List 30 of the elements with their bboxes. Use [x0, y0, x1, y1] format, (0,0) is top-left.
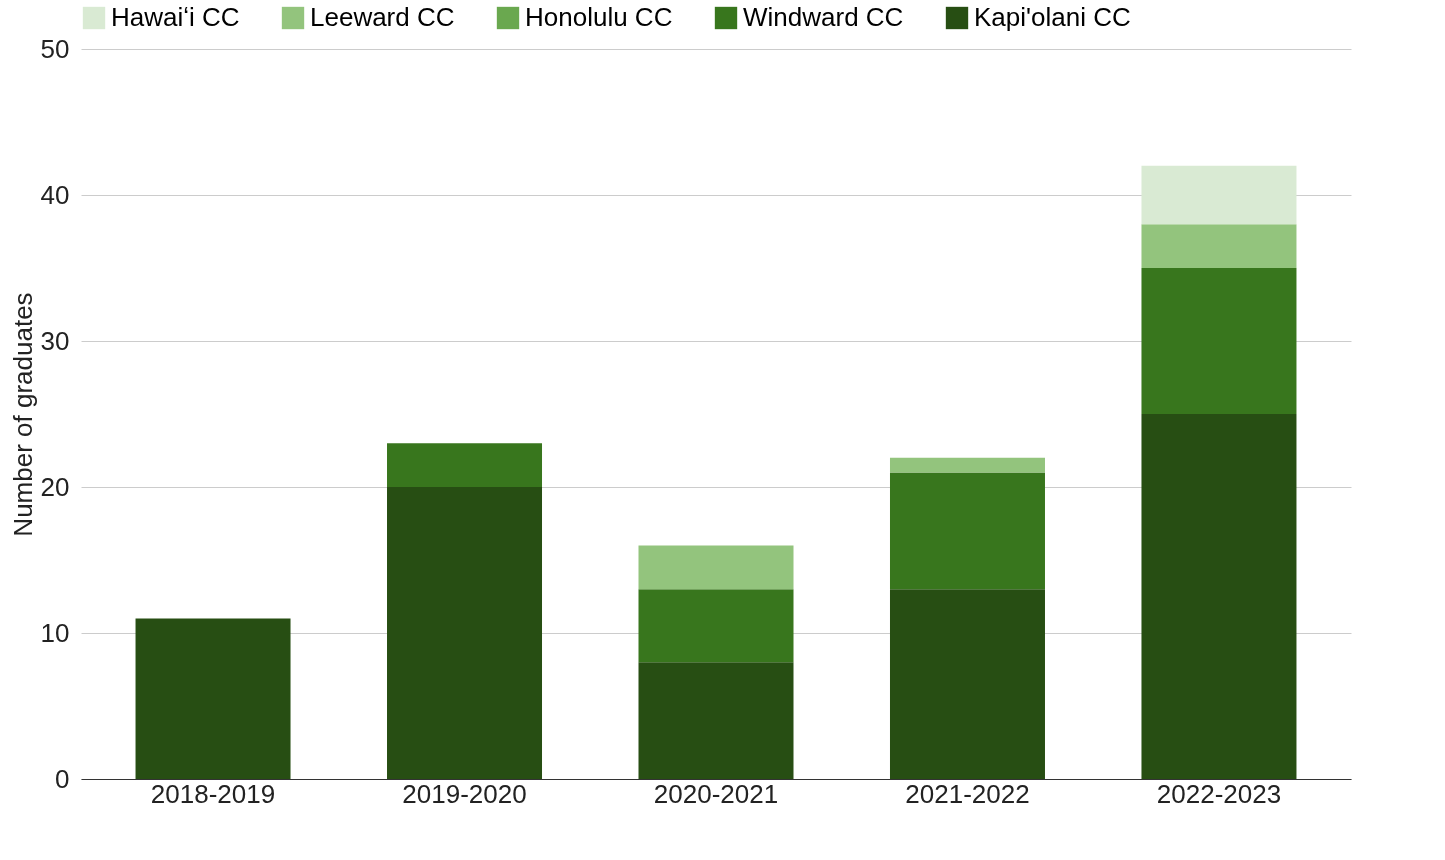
bar	[889, 472, 1045, 590]
bar	[638, 545, 794, 590]
y-tick-label: 30	[40, 325, 70, 356]
bar	[889, 589, 1045, 779]
x-tick-label: 2022-2023	[1156, 778, 1282, 809]
legend-label: Hawaiʻi CC	[111, 2, 240, 32]
legend-label: Leeward CC	[310, 2, 455, 32]
x-tick-label: 2020-2021	[653, 778, 779, 809]
bar	[135, 618, 291, 779]
bar	[889, 457, 1045, 473]
bar	[1141, 268, 1297, 414]
bar	[638, 589, 794, 663]
x-tick-label: 2018-2019	[150, 778, 276, 809]
y-tick-label: 10	[40, 617, 70, 648]
y-tick-label: 40	[40, 179, 70, 210]
x-tick-label: 2019-2020	[402, 778, 527, 809]
legend-label: Honolulu CC	[525, 2, 673, 32]
bar	[638, 662, 794, 779]
bar	[1141, 224, 1297, 268]
legend-label: Kapi'olani CC	[974, 2, 1131, 32]
bar	[387, 487, 543, 779]
y-tick-label: 50	[40, 33, 70, 64]
bar	[1141, 414, 1297, 779]
bar	[1141, 165, 1297, 225]
x-tick-label: 2021-2022	[905, 778, 1030, 809]
y-tick-label: 0	[55, 763, 70, 794]
y-axis-title: Number of graduates	[7, 292, 38, 537]
legend-label: Windward CC	[743, 2, 904, 32]
bar	[387, 443, 543, 487]
y-tick-label: 20	[40, 471, 70, 502]
